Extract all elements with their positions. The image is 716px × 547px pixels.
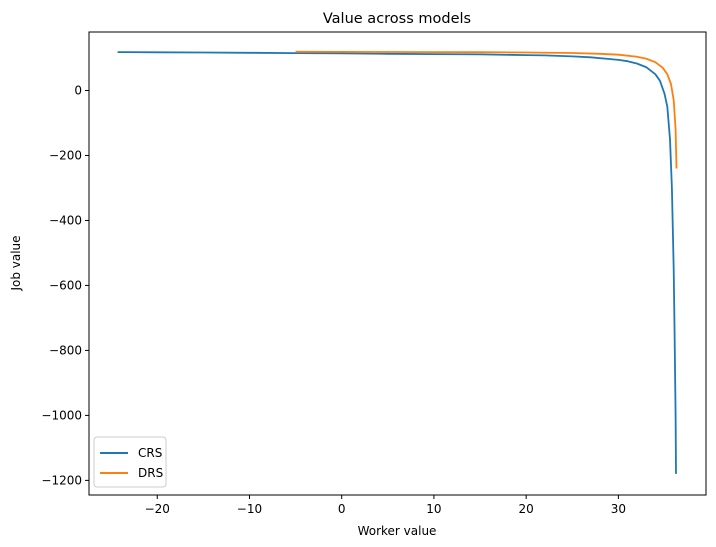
x-tick-label: 0	[338, 502, 346, 516]
x-tick-label: 20	[519, 502, 534, 516]
series-line-crs	[117, 51, 677, 474]
x-tick-label: −10	[237, 502, 262, 516]
y-axis-label: Job value	[9, 235, 23, 291]
y-tick-label: −400	[49, 213, 82, 227]
chart-title: Value across models	[323, 11, 471, 27]
legend-label-crs: CRS	[138, 446, 162, 460]
x-axis-ticks: −20 −10 0 10 20 30	[145, 495, 626, 516]
y-tick-label: −600	[49, 278, 82, 292]
y-tick-label: −1200	[41, 473, 82, 487]
plot-frame	[88, 31, 707, 496]
x-tick-label: 10	[426, 502, 441, 516]
y-tick-label: −200	[49, 148, 82, 162]
legend: CRS DRS	[93, 436, 167, 488]
series-line-drs	[295, 50, 678, 169]
y-axis-ticks: 0 −200 −400 −600 −800 −1000 −1200	[41, 83, 89, 487]
x-tick-label: −20	[145, 502, 170, 516]
x-axis-label: Worker value	[358, 524, 437, 538]
legend-box	[93, 436, 167, 488]
legend-label-drs: DRS	[138, 466, 163, 480]
y-tick-label: 0	[74, 83, 82, 97]
y-tick-label: −1000	[41, 408, 82, 422]
series-lines	[117, 50, 678, 474]
x-tick-label: 30	[611, 502, 626, 516]
y-tick-label: −800	[49, 343, 82, 357]
